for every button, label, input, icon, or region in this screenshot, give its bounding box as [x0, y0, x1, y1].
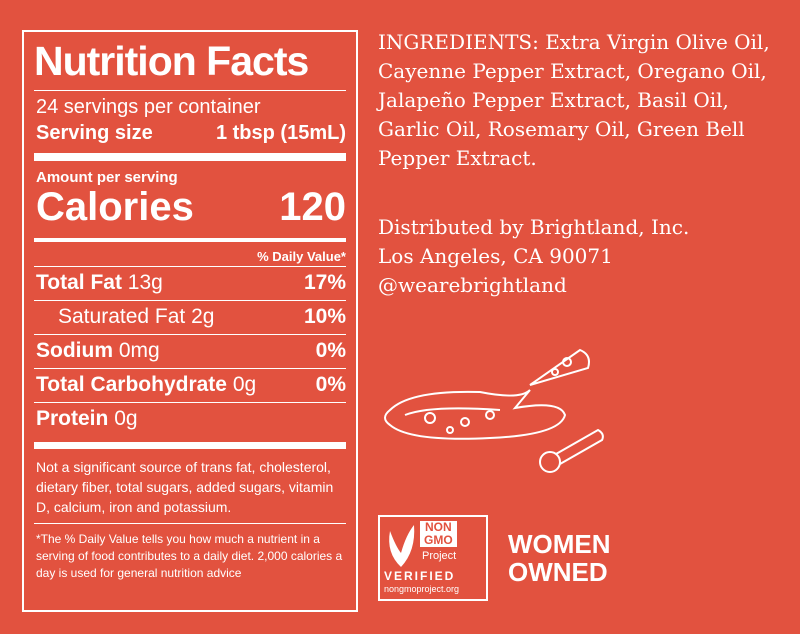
distributor-line: Los Angeles, CA 90071	[378, 244, 613, 268]
rule	[34, 334, 346, 335]
badge-icon	[389, 525, 415, 567]
nutrient: Sodium 0mg	[36, 339, 160, 363]
title: Nutrition Facts	[34, 38, 309, 84]
servings: 24 servings per container	[36, 96, 261, 118]
cutter-wheel	[539, 451, 561, 473]
ingredients: INGREDIENTS: Extra Virgin Olive Oil, Cay…	[378, 30, 770, 170]
nutrient-dv: 17%	[303, 271, 346, 294]
nutrient-dv: 0%	[315, 339, 346, 362]
topping	[562, 357, 572, 367]
nutrient-name: Total Carbohydrate	[36, 373, 227, 396]
slice	[529, 348, 590, 386]
rule	[34, 402, 346, 403]
nutrient-name: Sodium	[36, 339, 113, 362]
dv-header: % Daily Value*	[257, 249, 346, 264]
pizza	[384, 389, 567, 440]
non-gmo-badge: NON GMO Project VERIFIED nongmoproject.o…	[378, 515, 488, 601]
nutrient-dv: 0%	[315, 373, 346, 396]
topping	[551, 368, 559, 376]
rule	[34, 442, 346, 449]
nutrient-row: Total Carbohydrate 0g 0%	[36, 373, 346, 397]
pizza-illustration	[384, 348, 604, 473]
badge-text: GMO	[424, 533, 453, 547]
nutrient-row: Protein 0g	[36, 407, 346, 431]
nutrient-row: Total Fat 13g 17%	[36, 271, 346, 295]
nutrient-row: Sodium 0mg 0%	[36, 339, 346, 363]
rule	[34, 300, 346, 301]
rule	[34, 153, 346, 161]
nutrient-amount: 0g	[232, 373, 257, 396]
serving-size: 1 tbsp (15mL)	[215, 122, 346, 144]
topping	[424, 412, 436, 424]
nutrient: Saturated Fat 2g	[36, 305, 214, 329]
footnote: *The % Daily Value tells you how much a …	[36, 532, 343, 580]
serving-label: Serving size	[36, 122, 153, 144]
women-owned-line: WOMEN	[508, 529, 611, 559]
rule	[34, 368, 346, 369]
badge-text: Project	[422, 550, 457, 562]
nutrient: Total Fat 13g	[36, 271, 163, 295]
nutrient-name: Total Fat	[36, 271, 122, 294]
nutrient-amount: 2g	[191, 305, 215, 328]
serving-row: Serving size 1 tbsp (15mL)	[36, 122, 346, 145]
badge-verified: VERIFIED	[384, 569, 456, 583]
nutrient-name: Saturated Fat	[58, 305, 186, 328]
badge-text: NON	[425, 520, 452, 534]
distributor-line: Distributed by Brightland, Inc.	[378, 215, 690, 239]
note: Not a significant source of trans fat, c…	[36, 459, 334, 515]
rule	[34, 523, 346, 524]
nutrient-name: Protein	[36, 407, 109, 430]
women-owned: WOMEN OWNED	[508, 530, 611, 586]
cutter-handle	[555, 428, 604, 465]
calories-row: Calories 120	[36, 185, 346, 230]
nutrient: Total Carbohydrate 0g	[36, 373, 256, 397]
nutrient-amount: 0mg	[118, 339, 160, 362]
crust	[404, 407, 501, 416]
rule	[34, 266, 346, 267]
nutrient-row: Saturated Fat 2g 10%	[36, 305, 346, 329]
women-owned-line: OWNED	[508, 557, 608, 587]
nutrient-amount: 0g	[114, 407, 138, 430]
calories: 120	[279, 185, 346, 229]
amount-per-serving: Amount per serving	[36, 169, 178, 186]
nutrient-dv: 10%	[303, 305, 346, 328]
rule	[34, 238, 346, 242]
distributor-line: @wearebrightland	[378, 273, 567, 297]
rule	[34, 90, 346, 91]
badge-top: NON GMO	[420, 521, 457, 547]
badge-url: nongmoproject.org	[384, 584, 460, 594]
nutrient: Protein 0g	[36, 407, 138, 431]
topping	[460, 417, 470, 427]
calories-label: Calories	[36, 185, 194, 229]
distributor: Distributed by Brightland, Inc. Los Ange…	[378, 213, 689, 300]
nutrition-panel: Nutrition Facts 24 servings per containe…	[22, 30, 358, 612]
topping	[446, 426, 454, 434]
topping	[485, 410, 495, 420]
nutrient-amount: 13g	[127, 271, 163, 294]
